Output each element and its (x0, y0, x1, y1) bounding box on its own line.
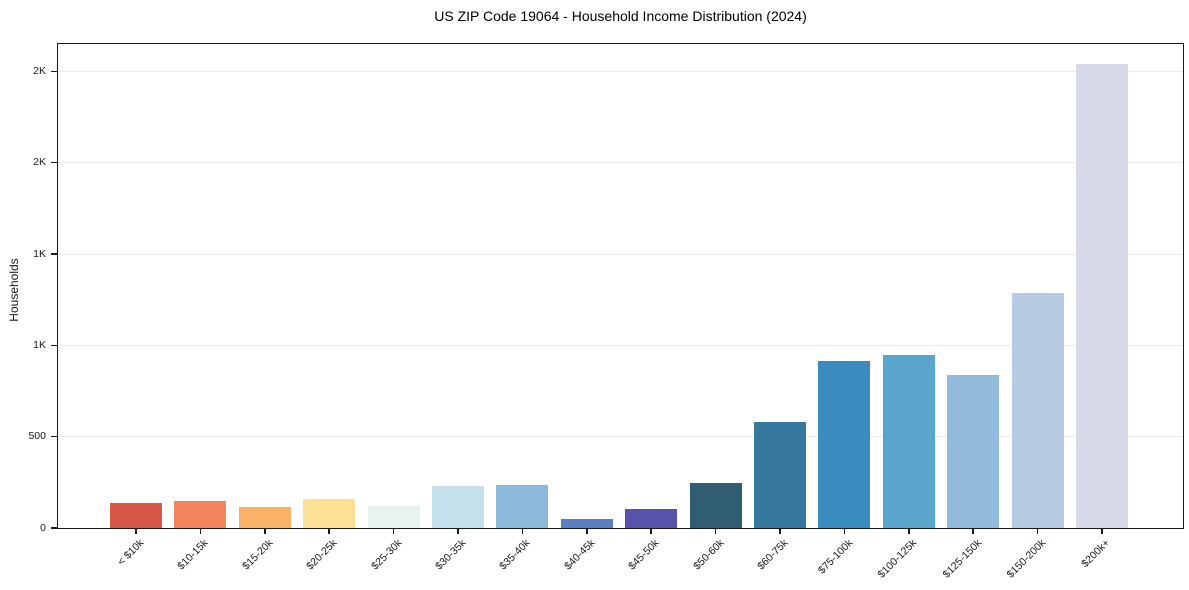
x-tick-mark (521, 529, 524, 534)
bar (689, 483, 742, 528)
bar (560, 518, 613, 528)
x-tick-mark (586, 529, 588, 534)
x-tick-label-text: $35-40k (497, 537, 533, 573)
x-tick-label-text: $40-45k (561, 537, 598, 573)
gridline (58, 436, 1183, 438)
gridline (58, 162, 1183, 164)
x-tick-label-text: $45-50k (626, 537, 662, 573)
bar (1076, 64, 1128, 528)
bar (818, 360, 871, 528)
gridlines-layer (58, 44, 1183, 528)
x-tick-label-text: $10-15k (175, 537, 211, 573)
y-tick-mark (51, 527, 58, 529)
x-tick-label-text: $50-60k (690, 537, 727, 573)
x-tick-label-text: $30-35k (433, 537, 469, 573)
bar (432, 486, 484, 528)
bar (496, 485, 549, 528)
gridline (58, 253, 1183, 255)
bar (238, 507, 291, 528)
y-axis-label: Households (7, 258, 21, 322)
gridline (58, 70, 1183, 72)
x-tick-label-text: $25-30k (368, 537, 405, 573)
x-tick-mark (328, 529, 330, 534)
x-tick-mark (714, 529, 717, 534)
gridline (58, 344, 1183, 346)
x-tick-label-text: $200k+ (1079, 537, 1113, 571)
x-tick-mark (264, 529, 266, 534)
bar (367, 506, 420, 528)
x-tick-label-text: $100-125k (875, 537, 920, 581)
bar (303, 498, 356, 528)
x-tick-mark (779, 529, 781, 534)
bar (110, 503, 162, 528)
x-tick-mark (1036, 529, 1039, 534)
x-tick-mark (843, 529, 846, 534)
y-tick-label: 2K (33, 156, 46, 169)
x-tick-label-text: $75-100k (815, 537, 855, 577)
bars-layer (58, 44, 1183, 528)
x-tick-mark (392, 529, 395, 534)
bar (947, 374, 1000, 528)
y-tick-mark (51, 70, 58, 73)
y-tick-mark (51, 161, 58, 164)
x-tick-mark (199, 529, 202, 534)
x-tick-mark (908, 529, 910, 534)
plot-area (57, 43, 1184, 529)
x-tick-mark (1101, 529, 1103, 534)
x-tick-label-text: $20-25k (304, 537, 340, 573)
bar (882, 354, 935, 528)
x-tick-mark (650, 529, 652, 534)
y-tick-mark (51, 435, 58, 438)
x-tick-mark (135, 529, 137, 534)
x-tick-label-text: $60-75k (755, 537, 791, 573)
chart-title: US ZIP Code 19064 - Household Income Dis… (434, 8, 807, 24)
y-tick-label: 1K (33, 338, 46, 351)
x-tick-mark (972, 529, 974, 534)
y-tick-mark (51, 253, 58, 255)
x-tick-label-text: < $10k (115, 537, 147, 568)
x-tick-label-text: $15-20k (239, 537, 276, 573)
y-tick-label: 1K (33, 247, 46, 260)
bar (625, 508, 678, 528)
x-tick-label-text: $125-150k (940, 537, 984, 581)
y-tick-label: 0 (40, 521, 46, 534)
bar (174, 500, 227, 528)
x-tick-label-text: $150-200k (1004, 537, 1049, 581)
y-tick-label: 500 (28, 430, 46, 443)
y-tick-mark (51, 344, 58, 347)
y-tick-label: 2K (33, 64, 46, 77)
x-tick-mark (457, 529, 459, 534)
bar (1011, 293, 1064, 528)
bar (754, 422, 806, 528)
